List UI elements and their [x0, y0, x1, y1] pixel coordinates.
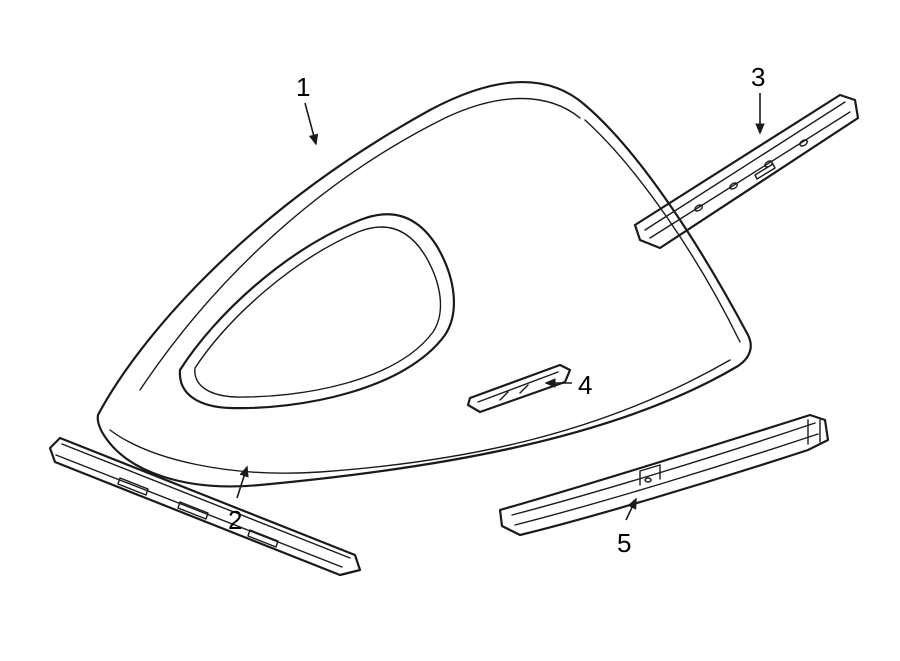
- diagram-container: 1 2 3 4 5: [0, 0, 900, 661]
- diagram-svg: [0, 0, 900, 661]
- callout-3-label: 3: [751, 62, 765, 93]
- rear-roof-header-rail: [635, 95, 858, 248]
- callout-4-label: 4: [578, 370, 592, 401]
- rear-roof-bow: [500, 415, 828, 535]
- callout-1-label: 1: [296, 72, 310, 103]
- roof-panel: [98, 82, 751, 486]
- center-roof-bow: [468, 365, 570, 412]
- callout-2-label: 2: [228, 505, 242, 536]
- windshield-header-rail: [50, 438, 360, 575]
- callout-5-label: 5: [617, 528, 631, 559]
